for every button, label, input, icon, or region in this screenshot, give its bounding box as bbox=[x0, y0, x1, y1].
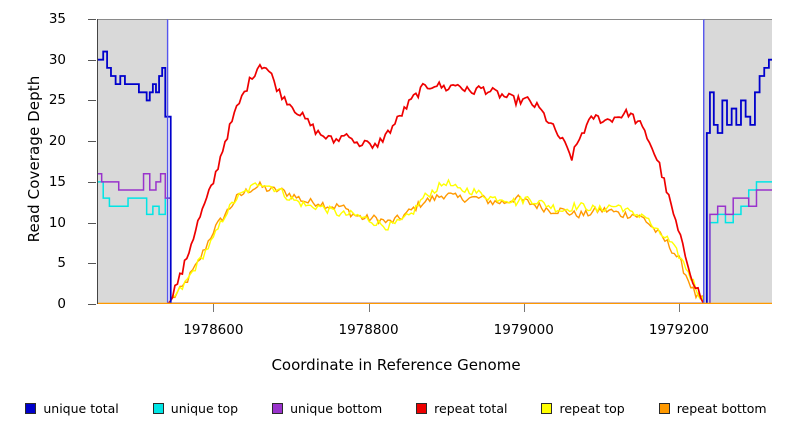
y-tick-mark bbox=[88, 141, 96, 143]
x-tick-mark bbox=[368, 304, 370, 312]
x-tick-label: 1978600 bbox=[183, 322, 244, 338]
y-tick-mark bbox=[88, 181, 96, 183]
chart-legend: unique total unique top unique bottom repea… bbox=[0, 398, 792, 418]
plot-area bbox=[97, 19, 772, 304]
y-tick-mark bbox=[88, 222, 96, 224]
legend-item-unique-top[interactable]: unique top bbox=[152, 400, 239, 416]
legend-label: repeat bottom bbox=[676, 400, 767, 416]
series-repeat-total bbox=[167, 63, 705, 304]
y-tick-mark bbox=[88, 59, 96, 61]
shaded-region-right-flank bbox=[703, 19, 772, 304]
legend-label: repeat total bbox=[434, 400, 508, 416]
y-tick-label: 30 bbox=[48, 51, 66, 68]
y-tick-mark bbox=[88, 263, 96, 265]
x-tick-label: 1979000 bbox=[493, 322, 554, 338]
legend-item-repeat-bottom[interactable]: repeat bottom bbox=[658, 400, 767, 416]
y-axis-tick-labels: 0 5 10 15 20 25 30 35 bbox=[40, 0, 66, 432]
legend-item-unique-bottom[interactable]: unique bottom bbox=[272, 401, 382, 416]
y-tick-label: 10 bbox=[48, 214, 66, 231]
y-tick-label: 25 bbox=[48, 92, 66, 109]
y-tick-mark bbox=[88, 100, 96, 102]
shaded-region-left-flank bbox=[97, 19, 168, 304]
legend-label: repeat top bbox=[559, 400, 625, 416]
legend-swatch-icon bbox=[152, 402, 164, 414]
series-unique-bottom bbox=[97, 172, 772, 304]
x-tick-mark bbox=[678, 304, 680, 312]
x-tick-label: 1979200 bbox=[648, 322, 709, 338]
y-tick-mark bbox=[88, 19, 96, 20]
y-tick-mark bbox=[88, 304, 96, 305]
legend-swatch-icon bbox=[272, 402, 284, 414]
y-tick-label: 15 bbox=[48, 173, 66, 190]
y-tick-label: 0 bbox=[57, 296, 66, 312]
x-tick-mark bbox=[213, 304, 215, 312]
legend-item-unique-total[interactable]: unique total bbox=[25, 400, 119, 416]
legend-label: unique bottom bbox=[290, 400, 383, 416]
y-tick-label: 20 bbox=[48, 133, 66, 150]
legend-swatch-icon bbox=[416, 402, 428, 414]
y-tick-label: 5 bbox=[57, 255, 66, 272]
legend-swatch-icon bbox=[541, 402, 553, 414]
x-axis-label: Coordinate in Reference Genome bbox=[271, 356, 521, 374]
legend-label: unique total bbox=[43, 400, 119, 416]
legend-item-repeat-total[interactable]: repeat total bbox=[416, 401, 507, 416]
series-repeat-top bbox=[167, 178, 705, 304]
y-tick-label: 35 bbox=[48, 11, 66, 27]
legend-label: unique top bbox=[170, 400, 239, 416]
coverage-plot-svg bbox=[97, 19, 772, 304]
x-tick-mark bbox=[523, 304, 525, 312]
series-unique-total bbox=[97, 50, 772, 304]
legend-swatch-icon bbox=[658, 402, 670, 414]
x-tick-label: 1978800 bbox=[338, 322, 399, 338]
legend-item-repeat-top[interactable]: repeat top bbox=[541, 400, 625, 416]
legend-swatch-icon bbox=[25, 402, 37, 414]
